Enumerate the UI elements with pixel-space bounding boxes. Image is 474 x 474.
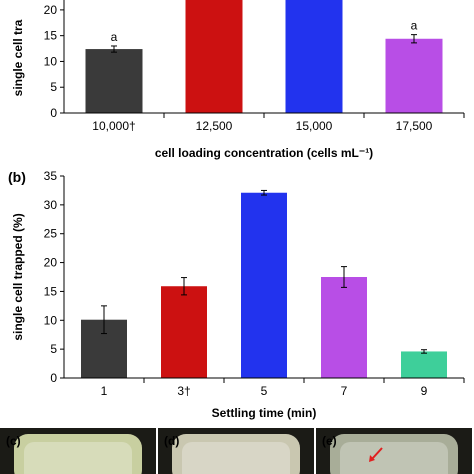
significance-letter: a — [411, 19, 418, 33]
microwell-image — [14, 434, 142, 474]
arrow-icon — [371, 447, 383, 460]
microwell-image — [172, 434, 300, 474]
y-tick-label: 0 — [50, 371, 57, 385]
bar — [185, 0, 243, 113]
photo-label: (c) — [6, 434, 21, 448]
x-tick-label: 3† — [177, 384, 190, 398]
photo-label: (e) — [322, 434, 337, 448]
significance-letter: a — [111, 30, 118, 44]
y-tick-label: 5 — [50, 342, 57, 356]
y-tick-label: 0 — [50, 106, 57, 120]
x-axis-title: cell loading concentration (cells mL⁻¹) — [155, 146, 373, 160]
microwell-image — [330, 434, 458, 474]
photo-strip: (c) (d) (e) — [0, 428, 472, 474]
x-tick-label: 17,500 — [396, 119, 433, 133]
microwell-highlight — [340, 442, 448, 474]
bar — [285, 0, 343, 113]
y-axis-title: single cell tra — [11, 19, 25, 96]
y-tick-label: 35 — [44, 169, 58, 183]
chart-a: a 10,000† 12,500 15,000 a 17,500 0 5 10 15 20 cell … — [11, 0, 465, 160]
x-tick-label: 10,000† — [92, 119, 135, 133]
y-tick-label: 10 — [44, 54, 58, 68]
chart-b: 1 3† 5 7 9 0 5 10 15 20 25 30 35 Settling time (min) s… — [8, 169, 465, 420]
y-tick-label: 10 — [44, 313, 58, 327]
y-tick-label: 25 — [44, 227, 58, 241]
bar — [385, 38, 443, 114]
x-tick-label: 7 — [341, 384, 348, 398]
y-tick-label: 30 — [44, 198, 58, 212]
bar — [85, 49, 143, 113]
microwell-highlight — [24, 442, 132, 474]
x-axis-title: Settling time (min) — [212, 406, 317, 420]
panel-label: (b) — [8, 169, 26, 185]
x-tick-label: 5 — [261, 384, 268, 398]
arrow-head-icon — [369, 455, 375, 462]
bar — [161, 286, 207, 378]
x-tick-label: 15,000 — [296, 119, 333, 133]
y-tick-label: 15 — [44, 284, 58, 298]
microwell-highlight — [182, 442, 290, 474]
bar — [321, 277, 367, 378]
x-tick-label: 1 — [101, 384, 108, 398]
y-tick-label: 20 — [44, 3, 58, 17]
photo-label: (d) — [164, 434, 179, 448]
x-tick-label: 12,500 — [196, 119, 233, 133]
y-tick-label: 20 — [44, 256, 58, 270]
y-tick-label: 15 — [44, 29, 58, 43]
bar — [401, 351, 447, 378]
y-axis-title: single cell trapped (%) — [11, 213, 25, 340]
y-tick-label: 5 — [50, 80, 57, 94]
x-tick-label: 9 — [421, 384, 428, 398]
bar — [241, 192, 287, 378]
